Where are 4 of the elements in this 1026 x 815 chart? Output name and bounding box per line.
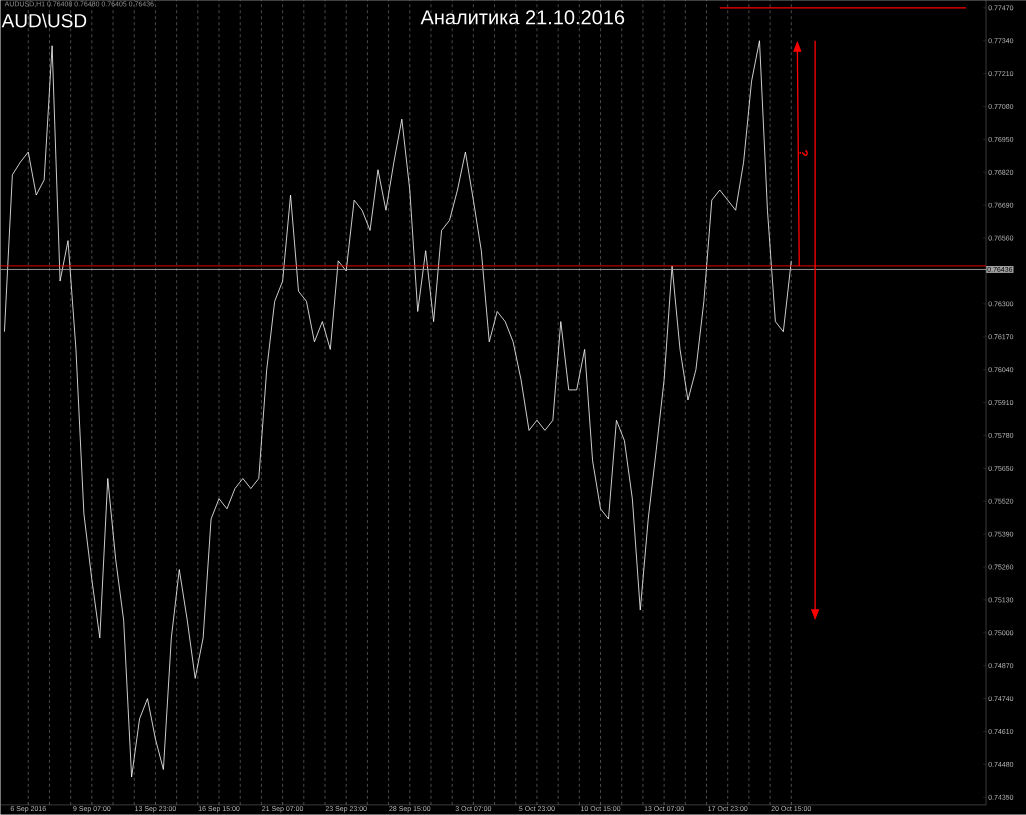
chart-title: Аналитика 21.10.2016 — [420, 10, 625, 25]
line-series — [4, 40, 792, 778]
annotation: AUD\USD — [1, 13, 87, 28]
annotation: ? — [799, 150, 808, 157]
